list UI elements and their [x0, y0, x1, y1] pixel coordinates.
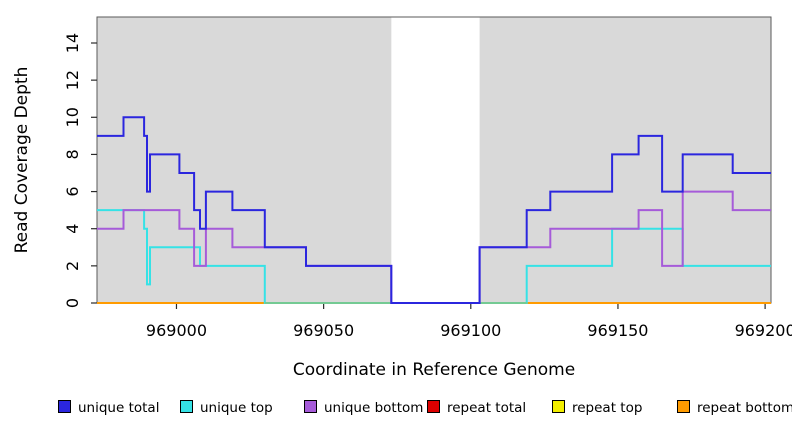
x-axis-title: Coordinate in Reference Genome [293, 360, 575, 380]
y-tick-label: 0 [63, 298, 82, 308]
y-tick-label: 2 [63, 261, 82, 271]
y-tick-label: 4 [63, 224, 82, 234]
legend-item-unique-bottom: unique bottom [304, 397, 424, 416]
x-tick-label: 969000 [146, 321, 207, 340]
legend-swatch [552, 400, 565, 413]
y-tick-label: 8 [63, 149, 82, 159]
coverage-gap-region [391, 17, 480, 303]
legend-item-unique-top: unique top [180, 397, 273, 416]
series-line-unique-total [97, 116, 771, 304]
y-tick-label: 14 [63, 33, 82, 53]
legend-label: repeat top [572, 400, 643, 416]
legend-item-repeat-top: repeat top [552, 397, 643, 416]
legend-swatch [180, 400, 193, 413]
legend-label: unique bottom [324, 400, 424, 416]
y-axis-title: Read Coverage Depth [12, 67, 32, 254]
x-tick-label: 969050 [293, 321, 354, 340]
x-tick-label: 969100 [440, 321, 501, 340]
legend-swatch [304, 400, 317, 413]
legend-label: repeat bottom [697, 400, 792, 416]
legend-label: unique top [200, 400, 273, 416]
legend-label: unique total [78, 400, 160, 416]
legend-swatch [677, 400, 690, 413]
y-tick-label: 10 [63, 107, 82, 127]
legend-swatch [58, 400, 71, 413]
legend-label: repeat total [447, 400, 527, 416]
legend-item-unique-total: unique total [58, 397, 160, 416]
legend-item-repeat-total: repeat total [427, 397, 527, 416]
x-tick-label: 969150 [587, 321, 648, 340]
y-tick-label: 12 [63, 70, 82, 90]
legend: unique total unique top unique bottom repea… [0, 397, 792, 419]
series-line-unique-top [97, 209, 392, 304]
legend-swatch [427, 400, 440, 413]
plot-layers: 969000 969050 969100 969150 969200 0 2 4 6 8 10 12 1… [63, 16, 792, 340]
legend-item-repeat-bottom: repeat bottom [677, 397, 792, 416]
x-tick-label: 969200 [735, 321, 792, 340]
y-tick-label: 6 [63, 186, 82, 196]
